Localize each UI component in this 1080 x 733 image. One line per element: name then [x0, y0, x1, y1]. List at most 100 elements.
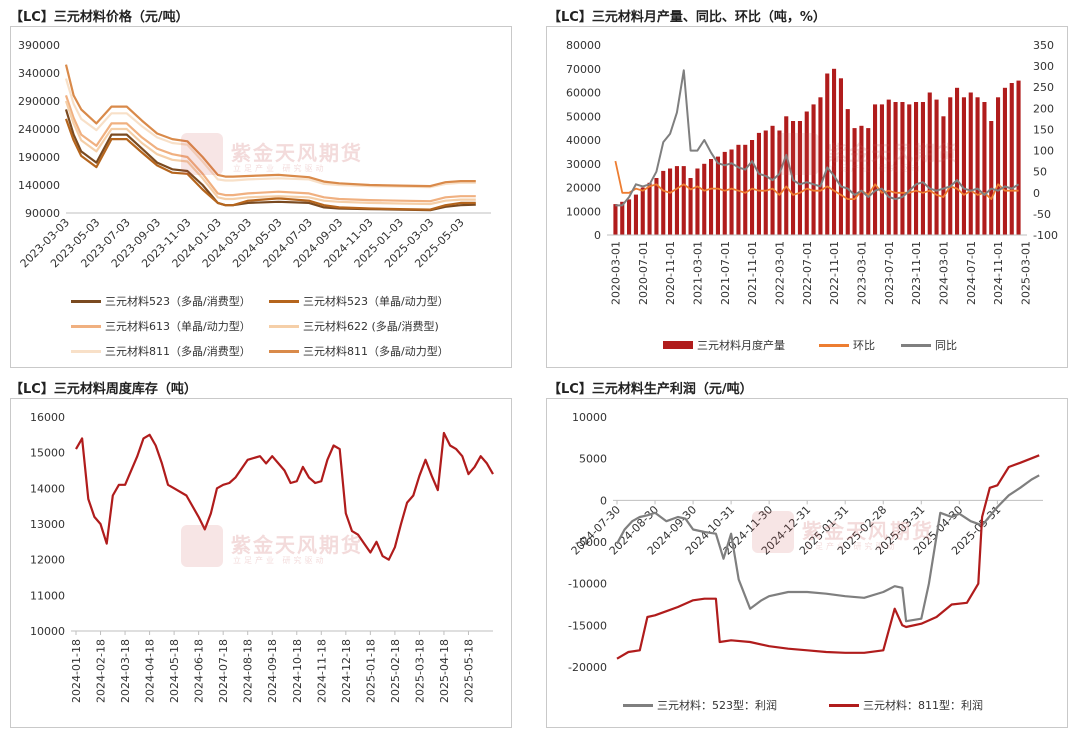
legend-swatch: [663, 341, 693, 349]
inventory-y-tick-label: 16000: [30, 411, 65, 424]
output-bar: [668, 168, 673, 235]
price-chart-frame: 90000 140000 190000 240000 290000 340000 39000…: [10, 26, 512, 368]
legend-swatch: [269, 349, 299, 353]
inventory-x-tick-label: 2024-07-18: [217, 639, 230, 703]
profit-y-tick-label: -20000: [568, 661, 607, 674]
inventory-chart-frame: 10000 11000 12000 13000 14000 15000 16000 2024-…: [10, 398, 512, 728]
price-series-line-5: [64, 78, 476, 189]
output-bar: [702, 163, 707, 236]
output-bar: [838, 78, 843, 236]
legend-swatch: [71, 324, 101, 328]
output-x-tick-label: 2024-07-01: [965, 241, 978, 305]
price-y-tick-label: 190000: [18, 151, 60, 164]
output-bar: [674, 166, 679, 235]
inventory-x-tick-label: 2024-04-18: [144, 639, 157, 703]
price-legend: 三元材料523（多晶/消费型） 三元材料523（单晶/动力型） 三元材料613（单晶…: [11, 289, 511, 369]
output-x-tick-label: 2020-03-01: [609, 241, 622, 305]
profit-y-tick-label: -10000: [568, 578, 607, 591]
inventory-y-tick-label: 10000: [30, 625, 65, 638]
profit-y-tick-label: 10000: [572, 411, 607, 424]
inventory-y-tick-label: 15000: [30, 447, 65, 460]
output-mom-line: [614, 160, 1019, 200]
inventory-chart-panel: 【LC】三元材料周度库存（吨） 10000 11000 12000 13000 1400…: [0, 374, 530, 733]
output-y2-tick-label: 50: [1033, 166, 1047, 179]
output-y2-tick-label: -100: [1033, 229, 1058, 242]
inventory-chart-title: 【LC】三元材料周度库存（吨）: [10, 382, 197, 397]
profit-y-tick-label: 5000: [579, 453, 607, 466]
profit-y-tick-label: -15000: [568, 619, 607, 632]
output-bar: [1009, 83, 1014, 235]
output-bar: [654, 178, 659, 235]
output-bar: [879, 104, 884, 236]
legend-swatch: [269, 324, 299, 328]
profit-chart-title: 【LC】三元材料生产利润（元/吨）: [548, 382, 753, 397]
output-y-tick-label: 60000: [566, 87, 601, 100]
output-x-tick-label: 2020-11-01: [664, 241, 677, 305]
output-bar: [873, 104, 878, 236]
output-bar: [763, 130, 768, 235]
output-bar: [750, 140, 755, 235]
legend-swatch: [269, 299, 299, 303]
legend-label: 三元材料523（单晶/动力型）: [303, 295, 449, 308]
output-bar: [784, 116, 789, 236]
price-y-tick-label: 240000: [18, 123, 60, 136]
output-bar: [845, 109, 850, 235]
output-bar: [681, 166, 686, 235]
output-y-tick-label: 10000: [566, 205, 601, 218]
output-bar: [1016, 80, 1021, 235]
output-bar: [756, 132, 761, 235]
output-bar: [825, 73, 830, 235]
profit-chart-frame: -20000 -15000 -10000 -5000 0 5000 10000 2024-07…: [546, 398, 1068, 728]
inventory-x-tick-label: 2025-04-18: [438, 639, 451, 703]
output-bar: [688, 178, 693, 235]
output-bar: [859, 125, 864, 235]
output-bar: [927, 92, 932, 235]
price-y-tick-label: 290000: [18, 95, 60, 108]
output-bar: [811, 104, 816, 236]
price-y-tick-label: 390000: [18, 39, 60, 52]
output-bar: [934, 99, 939, 235]
inventory-y-tick-label: 14000: [30, 482, 65, 495]
profit-series-line-2: [616, 454, 1040, 660]
legend-label: 三元材料523（多晶/消费型）: [105, 295, 251, 308]
inventory-y-tick-label: 12000: [30, 554, 65, 567]
price-y-tick-label: 340000: [18, 67, 60, 80]
output-bar: [797, 121, 802, 235]
output-bar: [996, 97, 1001, 236]
profit-chart-panel: 【LC】三元材料生产利润（元/吨） -20000 -15000 -10000 -500…: [540, 374, 1080, 733]
price-chart-title: 【LC】三元材料价格（元/吨）: [10, 10, 189, 25]
inventory-x-tick-label: 2025-05-18: [462, 639, 475, 703]
price-legend-item: 三元材料613（单晶/动力型）: [71, 318, 251, 334]
legend-label: 三元材料613（单晶/动力型）: [105, 320, 251, 333]
output-chart: 0 10000 20000 30000 40000 50000 60000 70000 8000…: [566, 39, 1058, 305]
output-bar: [722, 151, 727, 235]
output-bar: [695, 168, 700, 235]
output-bar: [620, 201, 625, 236]
price-y-tick-label: 140000: [18, 179, 60, 192]
output-bar: [832, 68, 837, 236]
output-bar: [907, 104, 912, 236]
profit-y-tick-label: 0: [600, 494, 607, 507]
output-bar: [948, 97, 953, 236]
legend-label: 三元材料：523型：利润: [657, 699, 777, 712]
output-x-tick-label: 2023-11-01: [910, 241, 923, 305]
profit-series-line-1: [616, 474, 1040, 623]
output-y2-tick-label: 200: [1033, 102, 1054, 115]
output-x-tick-label: 2021-07-01: [719, 241, 732, 305]
output-bar: [955, 87, 960, 236]
output-bar: [852, 128, 857, 235]
output-x-tick-label: 2024-03-01: [937, 241, 950, 305]
output-x-tick-label: 2021-11-01: [746, 241, 759, 305]
output-bar: [804, 111, 809, 235]
output-x-tick-label: 2020-07-01: [637, 241, 650, 305]
output-x-tick-label: 2025-03-01: [1019, 241, 1032, 305]
inventory-x-tick-label: 2025-03-18: [413, 639, 426, 703]
output-yoy-line: [615, 69, 1020, 207]
output-bar: [982, 102, 987, 235]
inventory-x-tick-label: 2024-05-18: [168, 639, 181, 703]
output-bar: [633, 194, 638, 235]
price-legend-item: 三元材料523（单晶/动力型）: [269, 293, 449, 309]
output-legend-item: 三元材料月度产量: [663, 337, 785, 353]
output-y-tick-label: 70000: [566, 63, 601, 76]
price-legend-item: 三元材料811（多晶/动力型）: [269, 343, 449, 359]
